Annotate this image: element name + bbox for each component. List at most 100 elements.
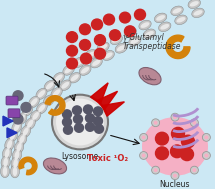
Ellipse shape	[13, 159, 18, 168]
Circle shape	[192, 121, 196, 125]
Ellipse shape	[60, 80, 71, 91]
Circle shape	[173, 174, 177, 178]
Ellipse shape	[92, 60, 101, 66]
Circle shape	[95, 35, 106, 45]
Circle shape	[109, 30, 120, 40]
Ellipse shape	[145, 31, 154, 37]
Ellipse shape	[10, 131, 15, 140]
Ellipse shape	[31, 98, 38, 106]
Ellipse shape	[143, 29, 156, 39]
Ellipse shape	[75, 59, 83, 66]
Circle shape	[83, 105, 92, 114]
Polygon shape	[7, 128, 17, 138]
Ellipse shape	[43, 158, 67, 174]
Circle shape	[80, 53, 92, 64]
Ellipse shape	[3, 167, 7, 176]
Ellipse shape	[3, 147, 12, 160]
Polygon shape	[102, 102, 124, 116]
Circle shape	[94, 107, 103, 116]
Ellipse shape	[63, 65, 75, 75]
Polygon shape	[45, 96, 65, 115]
Circle shape	[94, 117, 103, 125]
Ellipse shape	[22, 105, 33, 116]
Ellipse shape	[17, 133, 27, 146]
Ellipse shape	[188, 0, 201, 9]
Circle shape	[75, 123, 83, 132]
Circle shape	[63, 125, 72, 134]
Text: Lysosome: Lysosome	[61, 152, 99, 161]
Ellipse shape	[81, 67, 89, 74]
Circle shape	[152, 119, 160, 127]
Polygon shape	[166, 35, 190, 59]
FancyBboxPatch shape	[8, 109, 20, 118]
Circle shape	[66, 58, 77, 69]
Circle shape	[21, 102, 31, 112]
Circle shape	[140, 133, 148, 141]
Ellipse shape	[172, 8, 181, 14]
Text: Nucleus: Nucleus	[160, 180, 190, 189]
Circle shape	[66, 32, 77, 43]
Circle shape	[124, 26, 135, 37]
Ellipse shape	[159, 22, 171, 32]
Circle shape	[92, 19, 103, 30]
FancyBboxPatch shape	[6, 96, 18, 105]
Circle shape	[154, 168, 158, 172]
Ellipse shape	[115, 43, 127, 53]
Circle shape	[181, 135, 195, 148]
Ellipse shape	[53, 89, 60, 96]
Circle shape	[80, 40, 91, 50]
Ellipse shape	[29, 96, 40, 108]
Ellipse shape	[104, 52, 113, 59]
Ellipse shape	[55, 74, 63, 81]
Ellipse shape	[30, 110, 41, 122]
Polygon shape	[97, 91, 118, 110]
Circle shape	[170, 145, 183, 158]
Ellipse shape	[71, 74, 79, 81]
Ellipse shape	[139, 67, 161, 85]
Ellipse shape	[117, 45, 126, 51]
Ellipse shape	[53, 73, 64, 83]
Ellipse shape	[36, 88, 47, 99]
Ellipse shape	[85, 50, 97, 60]
Circle shape	[63, 118, 72, 126]
Ellipse shape	[177, 17, 186, 22]
Circle shape	[152, 166, 160, 174]
Ellipse shape	[5, 149, 9, 158]
Circle shape	[135, 9, 146, 20]
Circle shape	[190, 119, 198, 127]
Circle shape	[142, 153, 146, 157]
Ellipse shape	[17, 113, 27, 125]
Ellipse shape	[11, 157, 20, 170]
Ellipse shape	[23, 127, 29, 136]
Ellipse shape	[27, 120, 33, 128]
Ellipse shape	[25, 118, 35, 130]
Ellipse shape	[16, 143, 22, 152]
Ellipse shape	[46, 82, 54, 89]
Ellipse shape	[129, 36, 141, 46]
Ellipse shape	[194, 10, 203, 15]
Circle shape	[172, 127, 184, 140]
Text: Transpeptidase: Transpeptidase	[123, 42, 181, 51]
Ellipse shape	[12, 149, 22, 162]
Text: Toxic ¹O₂: Toxic ¹O₂	[88, 154, 129, 163]
Circle shape	[13, 91, 23, 101]
Ellipse shape	[11, 165, 20, 178]
Ellipse shape	[126, 29, 135, 35]
Circle shape	[80, 24, 91, 35]
Ellipse shape	[65, 67, 73, 73]
Ellipse shape	[139, 20, 151, 30]
Polygon shape	[3, 116, 13, 126]
Circle shape	[86, 114, 95, 122]
Circle shape	[72, 106, 81, 115]
Ellipse shape	[124, 27, 136, 37]
Circle shape	[155, 147, 169, 160]
Ellipse shape	[192, 8, 204, 18]
Ellipse shape	[0, 165, 9, 178]
Ellipse shape	[156, 15, 165, 21]
Ellipse shape	[110, 35, 122, 45]
Ellipse shape	[36, 103, 47, 114]
Ellipse shape	[14, 141, 24, 154]
Circle shape	[190, 166, 198, 174]
Circle shape	[142, 136, 146, 139]
Ellipse shape	[51, 88, 62, 98]
